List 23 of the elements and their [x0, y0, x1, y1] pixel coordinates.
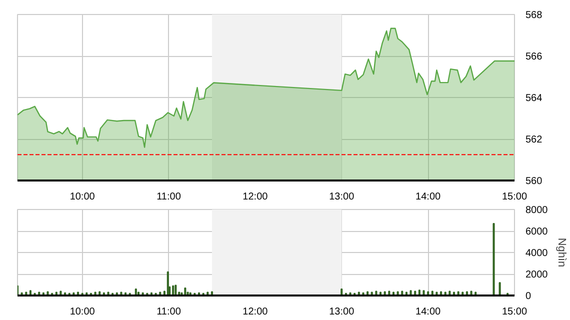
- y-tick-label: 0: [526, 291, 532, 302]
- y-tick-label: 566: [526, 52, 543, 62]
- y-tick-label: 564: [526, 93, 543, 104]
- x-tick-label: 14:00: [416, 306, 442, 318]
- y-tick-label: 8000: [526, 205, 548, 216]
- x-tick-label: 12:00: [242, 306, 268, 318]
- y-tick-label: 568: [526, 10, 543, 21]
- y-tick-label: 2000: [526, 270, 548, 280]
- x-tick-label: 13:00: [329, 192, 355, 202]
- x-tick-label: 15:00: [502, 306, 528, 318]
- x-tick-label: 13:00: [329, 306, 355, 318]
- y-tick-label: 562: [526, 134, 543, 146]
- y2-axis-title: Nghìn: [556, 238, 568, 268]
- x-tick-label: 11:00: [156, 306, 182, 318]
- x-tick-label: 10:00: [70, 306, 96, 318]
- y-tick-label: 6000: [526, 226, 548, 238]
- x-tick-label: 15:00: [502, 192, 528, 202]
- x-tick-label: 14:00: [416, 192, 442, 202]
- x-tick-label: 11:00: [156, 192, 182, 202]
- x-tick-label: 10:00: [70, 192, 96, 202]
- x-tick-label: 12:00: [242, 192, 268, 202]
- y-tick-label: 4000: [526, 248, 548, 259]
- y-tick-label: 560: [526, 176, 543, 187]
